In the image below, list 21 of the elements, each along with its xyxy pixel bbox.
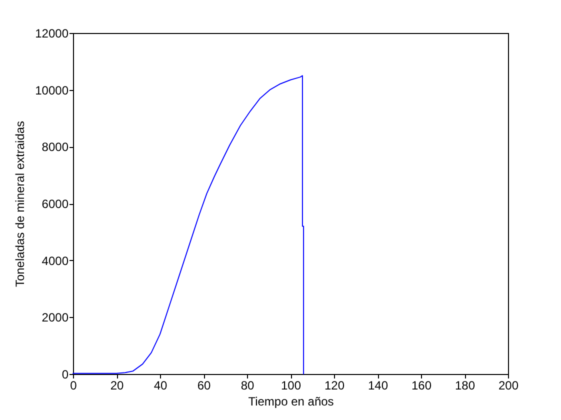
x-tick-label: 40	[154, 378, 168, 392]
line-series	[72, 75, 304, 374]
y-tick-label: 12000	[35, 26, 69, 40]
y-tick-label: 8000	[42, 140, 69, 154]
x-tick-label: 140	[368, 378, 388, 392]
x-tick-label: 120	[324, 378, 345, 392]
x-tick-label: 0	[70, 378, 78, 392]
x-tick-label: 100	[280, 378, 302, 392]
x-tick-label: 20	[110, 378, 124, 392]
x-tick-label: 60	[197, 378, 211, 392]
y-tick-label: 10000	[35, 83, 69, 98]
y-tick-label: 6000	[42, 197, 69, 211]
y-tick-label: 4000	[42, 254, 69, 268]
x-tick-label: 200	[498, 378, 519, 392]
y-tick-label: 0	[62, 368, 69, 382]
y-axis-title: Toneladas de mineral extraidas	[13, 120, 28, 288]
x-tick-label: 80	[240, 378, 254, 392]
x-axis-title: Tiempo en años	[248, 394, 334, 408]
y-tick-label: 2000	[42, 310, 69, 325]
x-tick-label: 160	[411, 378, 432, 392]
x-tick-label: 180	[454, 378, 476, 392]
